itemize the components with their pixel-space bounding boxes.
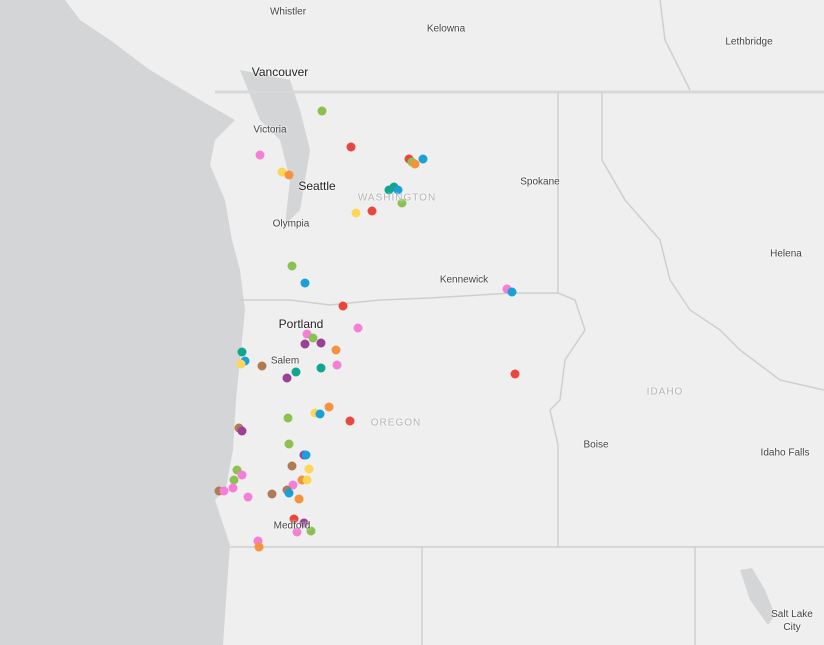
point [308,333,318,343]
point [301,450,311,460]
lake [740,568,775,625]
point [288,480,298,490]
point [353,323,363,333]
point [397,198,407,208]
point [287,261,297,271]
point [410,159,420,169]
point [324,402,334,412]
point [255,150,265,160]
point [283,413,293,423]
point [237,426,247,436]
city-label: Victoria [253,124,287,136]
point [236,359,246,369]
point [292,527,302,537]
point [287,461,297,471]
point [345,416,355,426]
point [507,287,517,297]
point [332,360,342,370]
point [243,492,253,502]
city-label: Spokane [520,176,560,188]
point [351,208,361,218]
point [306,526,316,536]
point [300,278,310,288]
point [254,542,264,552]
sound [240,70,310,225]
region-label: WASHINGTON [357,192,437,204]
city-label: Whistler [269,6,307,18]
point [284,488,294,498]
point [510,369,520,379]
bc-ab-border [659,0,691,91]
point [418,154,428,164]
region-label: IDAHO [646,386,684,398]
point [294,494,304,504]
point [346,142,356,152]
city-label: Salem [270,355,300,367]
city-label: Boise [583,439,609,451]
point [316,338,326,348]
city-label: Olympia [272,218,310,230]
point [267,489,277,499]
point [289,514,299,524]
point [316,363,326,373]
point [237,347,247,357]
point [284,170,294,180]
city-label: Salt Lake City [771,609,813,633]
city-label: Idaho Falls [760,447,810,459]
city-label: Portland [278,317,324,331]
borders [215,0,824,645]
wa-id-border [549,92,586,547]
point [257,361,267,371]
point [302,475,312,485]
point [228,483,238,493]
point [315,409,325,419]
point [282,373,292,383]
wa-or-border [240,292,558,306]
point [299,518,309,528]
point [331,345,341,355]
city-label: Kelowna [426,23,466,35]
city-label: Kennewick [439,274,489,286]
point [338,301,348,311]
city-label: Helena [770,248,802,260]
points [214,106,520,552]
point [284,439,294,449]
point [300,339,310,349]
id-mt-border [601,92,824,391]
city-label: Vancouver [251,65,309,79]
city-label: Lethbridge [725,36,773,48]
point [237,470,247,480]
point [317,106,327,116]
point [291,367,301,377]
point [304,464,314,474]
point [219,486,229,496]
point [229,475,239,485]
point [393,185,403,195]
ocean [0,0,245,645]
point [277,167,287,177]
point [367,206,377,216]
city-label: Medford [273,520,311,532]
region-label: OREGON [370,417,422,429]
city-label: Seattle [298,179,336,193]
